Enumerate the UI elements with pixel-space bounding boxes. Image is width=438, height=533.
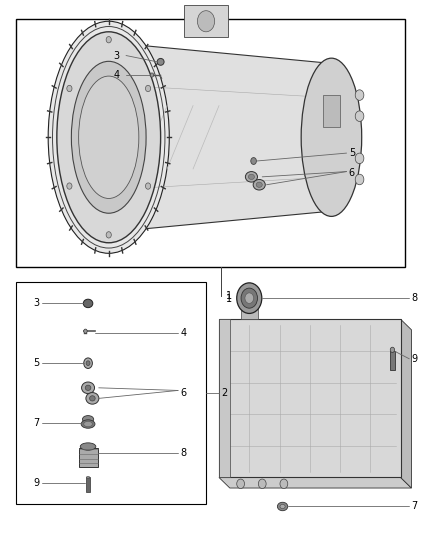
- Ellipse shape: [48, 21, 169, 253]
- Ellipse shape: [150, 73, 154, 77]
- Text: 9: 9: [411, 354, 417, 364]
- Ellipse shape: [355, 111, 364, 122]
- Bar: [86, 478, 90, 492]
- Ellipse shape: [84, 329, 87, 333]
- Bar: [323, 95, 340, 127]
- Ellipse shape: [355, 90, 364, 100]
- Ellipse shape: [355, 153, 364, 164]
- Ellipse shape: [280, 504, 285, 508]
- Ellipse shape: [277, 502, 288, 511]
- Ellipse shape: [251, 158, 256, 165]
- Text: 7: 7: [411, 502, 418, 512]
- Ellipse shape: [245, 293, 254, 303]
- Bar: [78, 448, 98, 466]
- Polygon shape: [109, 42, 332, 232]
- Ellipse shape: [79, 76, 139, 198]
- Text: 3: 3: [33, 298, 39, 309]
- Ellipse shape: [258, 479, 266, 489]
- Ellipse shape: [237, 283, 262, 313]
- Ellipse shape: [145, 183, 151, 189]
- Ellipse shape: [106, 37, 111, 43]
- Text: 3: 3: [113, 51, 120, 61]
- Bar: [16, 19, 405, 266]
- Ellipse shape: [245, 172, 258, 182]
- Ellipse shape: [81, 420, 95, 428]
- Text: 6: 6: [349, 167, 355, 177]
- Ellipse shape: [145, 85, 151, 92]
- Ellipse shape: [106, 232, 111, 238]
- Ellipse shape: [80, 443, 96, 450]
- Ellipse shape: [84, 422, 92, 427]
- Bar: [390, 351, 395, 370]
- Ellipse shape: [84, 358, 92, 368]
- Text: 2: 2: [222, 388, 228, 398]
- Ellipse shape: [86, 477, 90, 479]
- Ellipse shape: [81, 382, 95, 393]
- Bar: [184, 5, 228, 37]
- Polygon shape: [219, 478, 411, 488]
- Text: 1: 1: [226, 294, 232, 304]
- Text: 4: 4: [180, 328, 186, 338]
- Text: 6: 6: [180, 388, 186, 398]
- Bar: [240, 303, 258, 319]
- Text: 8: 8: [411, 293, 417, 303]
- Ellipse shape: [241, 288, 258, 308]
- Ellipse shape: [157, 59, 164, 65]
- Text: 7: 7: [33, 418, 39, 428]
- Bar: [16, 282, 206, 504]
- Text: 8: 8: [180, 448, 186, 458]
- Ellipse shape: [256, 182, 262, 188]
- Bar: [219, 319, 401, 478]
- Ellipse shape: [390, 347, 395, 352]
- Text: 5: 5: [349, 148, 355, 158]
- Ellipse shape: [89, 395, 95, 401]
- Ellipse shape: [86, 361, 90, 366]
- Ellipse shape: [198, 11, 215, 32]
- Text: 9: 9: [33, 478, 39, 488]
- Text: 5: 5: [33, 358, 39, 368]
- Ellipse shape: [237, 479, 244, 489]
- Text: 1: 1: [226, 291, 232, 301]
- Ellipse shape: [301, 58, 362, 216]
- Ellipse shape: [67, 183, 72, 189]
- Ellipse shape: [86, 393, 99, 404]
- Ellipse shape: [57, 32, 161, 243]
- Polygon shape: [401, 319, 411, 488]
- Ellipse shape: [355, 174, 364, 185]
- Ellipse shape: [253, 180, 265, 190]
- Ellipse shape: [67, 85, 72, 92]
- Ellipse shape: [71, 61, 146, 213]
- Text: 4: 4: [113, 70, 120, 80]
- Ellipse shape: [280, 479, 288, 489]
- Bar: [219, 319, 230, 478]
- Ellipse shape: [248, 174, 254, 180]
- Ellipse shape: [82, 416, 94, 423]
- Ellipse shape: [83, 299, 93, 308]
- Ellipse shape: [85, 385, 91, 391]
